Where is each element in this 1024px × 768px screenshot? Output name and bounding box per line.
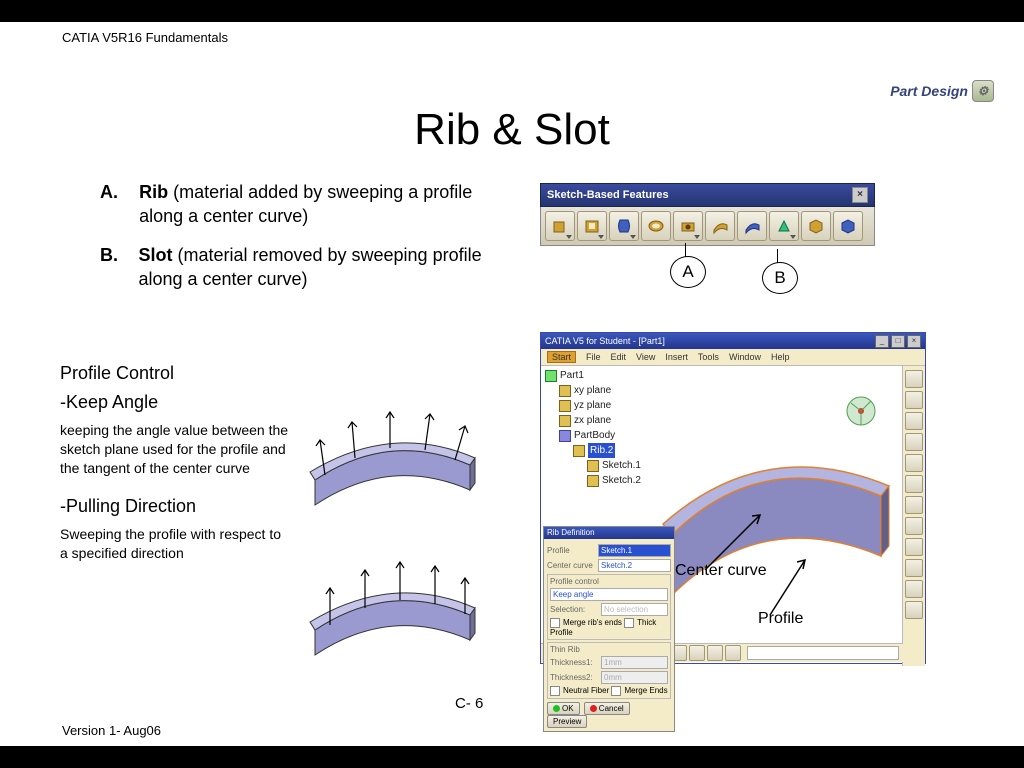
- gear-icon: ⚙: [972, 80, 994, 102]
- menu-start[interactable]: Start: [547, 351, 576, 363]
- menu-insert[interactable]: Insert: [665, 352, 688, 362]
- menu-view[interactable]: View: [636, 352, 655, 362]
- plane-icon: [559, 415, 571, 427]
- def-a-term: Rib: [139, 182, 168, 202]
- callout-a: A: [670, 256, 706, 288]
- def-a-letter: A.: [100, 180, 139, 229]
- merge-ends-check[interactable]: [550, 618, 563, 627]
- plane-icon: [559, 385, 571, 397]
- version-label: Version 1- Aug06: [62, 723, 161, 738]
- catia-menubar[interactable]: Start File Edit View Insert Tools Window…: [541, 349, 925, 366]
- btb-icon[interactable]: [725, 645, 741, 661]
- header-module: Part Design ⚙: [890, 80, 994, 102]
- maximize-icon[interactable]: □: [891, 335, 905, 348]
- dialog-title[interactable]: Rib Definition: [544, 527, 674, 539]
- menu-edit[interactable]: Edit: [611, 352, 627, 362]
- header-course: CATIA V5R16 Fundamentals: [62, 30, 228, 45]
- profile-field[interactable]: Sketch.1: [598, 544, 671, 557]
- cancel-button[interactable]: Cancel: [584, 702, 630, 715]
- callout-arrows: [700, 500, 820, 630]
- bottom-black-bar: [0, 746, 1024, 768]
- shaft-icon[interactable]: [609, 211, 639, 241]
- pulling-dir-heading: -Pulling Direction: [60, 496, 290, 517]
- keep-angle-heading: -Keep Angle: [60, 392, 290, 413]
- toolbar-title: Sketch-Based Features: [547, 189, 669, 201]
- menu-help[interactable]: Help: [771, 352, 790, 362]
- rtb-icon[interactable]: [905, 391, 923, 409]
- preview-button[interactable]: Preview: [547, 715, 587, 728]
- pad-icon[interactable]: [545, 211, 575, 241]
- catia-titlebar[interactable]: CATIA V5 for Student - [Part1] _□×: [541, 333, 925, 349]
- def-b-term: Slot: [138, 245, 172, 265]
- close-icon[interactable]: ×: [852, 187, 868, 203]
- def-b-letter: B.: [100, 243, 138, 292]
- neutral-fiber-check[interactable]: [550, 686, 563, 695]
- groove-icon[interactable]: [641, 211, 671, 241]
- thick-profile-check[interactable]: [624, 618, 637, 627]
- spec-tree[interactable]: Part1 xy plane yz plane zx plane PartBod…: [545, 368, 641, 488]
- rib-feat-icon: [573, 445, 585, 457]
- rib-icon[interactable]: [705, 211, 735, 241]
- status-field: [747, 646, 899, 660]
- rtb-icon[interactable]: [905, 559, 923, 577]
- ok-button[interactable]: OK: [547, 702, 580, 715]
- keep-angle-text: keeping the angle value between the sket…: [60, 421, 290, 478]
- page-title: Rib & Slot: [0, 105, 1024, 155]
- top-black-bar: [0, 0, 1024, 22]
- rib-definition-dialog[interactable]: Rib Definition ProfileSketch.1 Center cu…: [543, 526, 675, 732]
- catia-right-toolbar: [902, 366, 925, 666]
- pocket-icon[interactable]: [577, 211, 607, 241]
- btb-icon[interactable]: [707, 645, 723, 661]
- catia-title: CATIA V5 for Student - [Part1]: [545, 336, 665, 346]
- plane-icon: [559, 400, 571, 412]
- body-icon: [559, 430, 571, 442]
- btb-icon[interactable]: [689, 645, 705, 661]
- rtb-icon[interactable]: [905, 370, 923, 388]
- callout-b: B: [762, 262, 798, 294]
- sketch-features-toolbar: Sketch-Based Features ×: [540, 183, 875, 246]
- removed-multi-icon[interactable]: [833, 211, 863, 241]
- part-icon: [545, 370, 557, 382]
- rtb-icon[interactable]: [905, 433, 923, 451]
- hole-icon[interactable]: [673, 211, 703, 241]
- minimize-icon[interactable]: _: [875, 335, 889, 348]
- selection-field[interactable]: No selection: [601, 603, 668, 616]
- multi-sections-icon[interactable]: [801, 211, 831, 241]
- rtb-icon[interactable]: [905, 412, 923, 430]
- slot-icon[interactable]: [737, 211, 767, 241]
- sketch-icon: [587, 460, 599, 472]
- diagram-pulling-direction: [300, 530, 490, 670]
- profile-control-select[interactable]: Keep angle: [550, 588, 668, 601]
- close-window-icon[interactable]: ×: [907, 335, 921, 348]
- menu-tools[interactable]: Tools: [698, 352, 719, 362]
- def-b-text: (material removed by sweeping profile al…: [138, 245, 481, 289]
- sketch-icon: [587, 475, 599, 487]
- profile-control-heading: Profile Control: [60, 363, 290, 384]
- center-curve-field[interactable]: Sketch.2: [598, 559, 671, 572]
- stiffener-icon[interactable]: [769, 211, 799, 241]
- rtb-icon[interactable]: [905, 517, 923, 535]
- module-label: Part Design: [890, 83, 968, 99]
- rtb-icon[interactable]: [905, 496, 923, 514]
- rtb-icon[interactable]: [905, 580, 923, 598]
- rtb-icon[interactable]: [905, 601, 923, 619]
- rtb-icon[interactable]: [905, 538, 923, 556]
- menu-file[interactable]: File: [586, 352, 601, 362]
- rtb-icon[interactable]: [905, 475, 923, 493]
- diagram-keep-angle: [300, 380, 490, 520]
- def-a-text: (material added by sweeping a profile al…: [139, 182, 472, 226]
- pulling-dir-text: Sweeping the profile with respect to a s…: [60, 525, 290, 563]
- page-number: C- 6: [455, 695, 483, 712]
- definitions-list: A. Rib (material added by sweeping a pro…: [100, 180, 500, 305]
- rtb-icon[interactable]: [905, 454, 923, 472]
- menu-window[interactable]: Window: [729, 352, 761, 362]
- toolbar-titlebar[interactable]: Sketch-Based Features ×: [540, 183, 875, 207]
- merge-ends2-check[interactable]: [611, 686, 624, 695]
